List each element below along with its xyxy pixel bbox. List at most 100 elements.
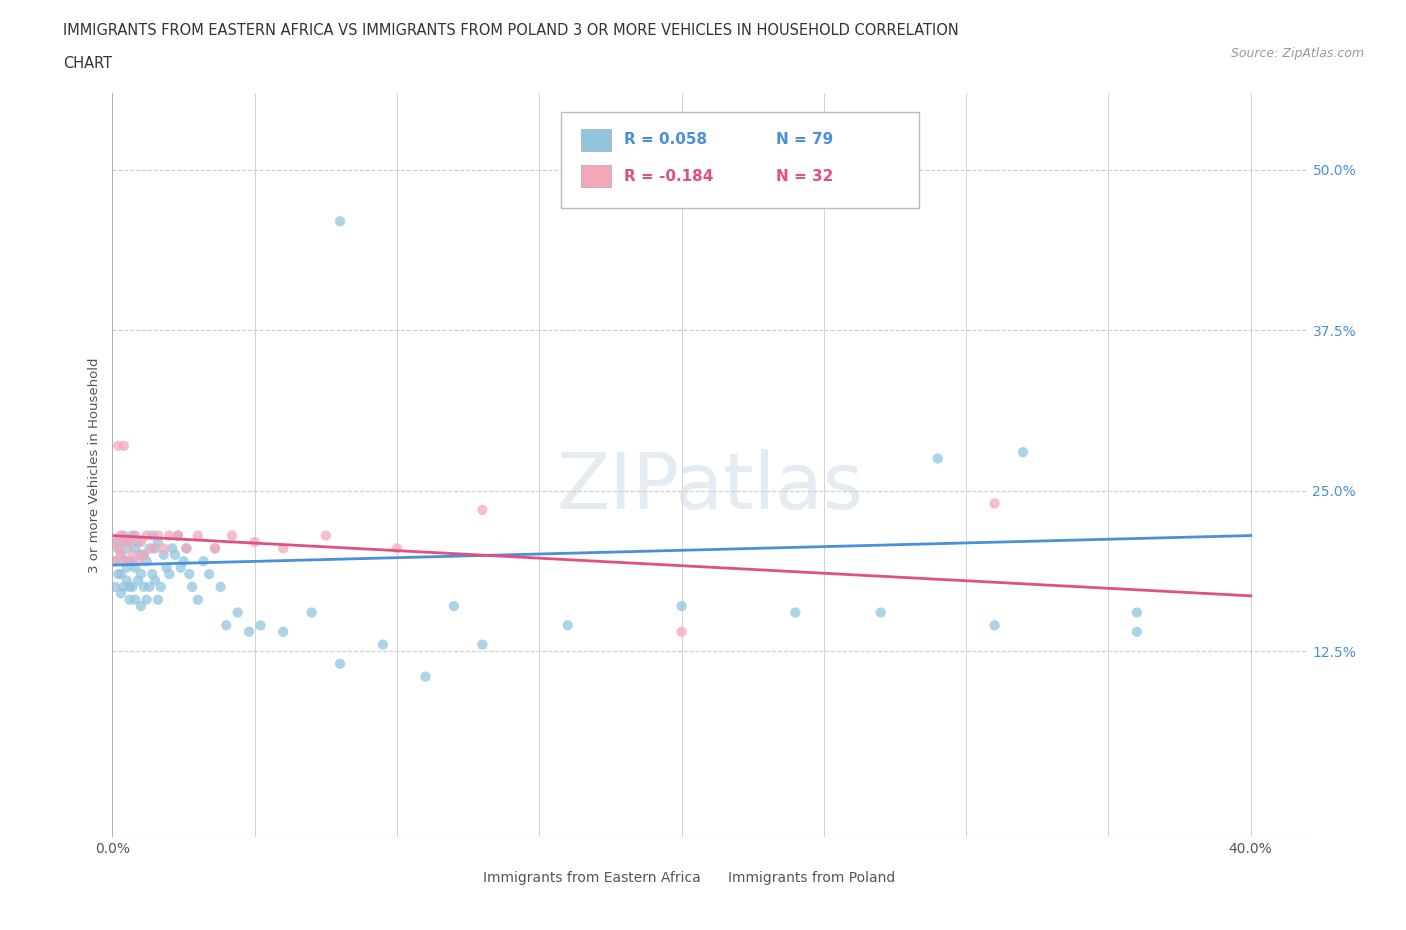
- FancyBboxPatch shape: [581, 166, 610, 188]
- Point: [129, 599, 152, 614]
- Point: [187, 528, 209, 543]
- Point: [121, 548, 143, 563]
- Text: R = 0.058: R = 0.058: [624, 132, 707, 147]
- Point: [271, 624, 294, 639]
- Point: [143, 573, 166, 588]
- Point: [110, 566, 132, 581]
- Point: [124, 592, 146, 607]
- Point: [135, 528, 157, 543]
- Point: [112, 528, 135, 543]
- Point: [115, 553, 138, 568]
- Point: [983, 496, 1005, 511]
- Point: [167, 528, 190, 543]
- Point: [141, 566, 163, 581]
- FancyBboxPatch shape: [453, 870, 472, 886]
- Point: [146, 535, 169, 550]
- Point: [129, 566, 152, 581]
- Point: [149, 579, 172, 594]
- Point: [215, 618, 238, 632]
- Point: [385, 541, 408, 556]
- Point: [132, 579, 155, 594]
- Text: N = 79: N = 79: [776, 132, 832, 147]
- Point: [127, 553, 149, 568]
- Point: [141, 541, 163, 556]
- Point: [124, 528, 146, 543]
- Point: [124, 560, 146, 575]
- Point: [271, 541, 294, 556]
- Point: [155, 560, 177, 575]
- Point: [135, 592, 157, 607]
- Point: [107, 541, 129, 556]
- Y-axis label: 3 or more Vehicles in Household: 3 or more Vehicles in Household: [87, 357, 101, 573]
- Point: [104, 535, 127, 550]
- Point: [165, 548, 187, 563]
- Point: [329, 214, 352, 229]
- Point: [1126, 624, 1149, 639]
- Point: [138, 541, 160, 556]
- Point: [104, 579, 127, 594]
- Point: [121, 553, 143, 568]
- Point: [371, 637, 394, 652]
- Point: [167, 528, 190, 543]
- Point: [187, 592, 209, 607]
- Point: [104, 553, 127, 568]
- Point: [157, 566, 180, 581]
- Point: [112, 579, 135, 594]
- Point: [671, 624, 693, 639]
- FancyBboxPatch shape: [561, 112, 920, 208]
- Point: [138, 579, 160, 594]
- Point: [127, 535, 149, 550]
- Point: [181, 579, 204, 594]
- Point: [110, 548, 132, 563]
- Point: [415, 670, 437, 684]
- Point: [146, 592, 169, 607]
- Point: [127, 573, 149, 588]
- Point: [121, 528, 143, 543]
- Point: [104, 553, 127, 568]
- Point: [152, 548, 174, 563]
- Point: [132, 548, 155, 563]
- Point: [209, 579, 232, 594]
- Point: [785, 605, 807, 620]
- Point: [121, 579, 143, 594]
- Point: [243, 535, 266, 550]
- FancyBboxPatch shape: [697, 870, 717, 886]
- Point: [129, 548, 152, 563]
- Point: [118, 592, 141, 607]
- Point: [179, 566, 201, 581]
- Point: [869, 605, 891, 620]
- Point: [221, 528, 243, 543]
- Point: [118, 535, 141, 550]
- Point: [107, 541, 129, 556]
- Point: [193, 553, 215, 568]
- Point: [198, 566, 221, 581]
- Point: [329, 657, 352, 671]
- Point: [146, 528, 169, 543]
- Text: Source: ZipAtlas.com: Source: ZipAtlas.com: [1230, 46, 1364, 60]
- Point: [315, 528, 337, 543]
- Text: Immigrants from Poland: Immigrants from Poland: [728, 870, 896, 885]
- Point: [226, 605, 249, 620]
- Text: CHART: CHART: [63, 56, 112, 71]
- Point: [1126, 605, 1149, 620]
- Point: [557, 618, 579, 632]
- Point: [115, 535, 138, 550]
- FancyBboxPatch shape: [581, 128, 610, 151]
- Point: [107, 535, 129, 550]
- Point: [107, 438, 129, 453]
- Point: [115, 573, 138, 588]
- Text: ZIPatlas: ZIPatlas: [557, 449, 863, 525]
- Point: [110, 548, 132, 563]
- Point: [671, 599, 693, 614]
- Point: [249, 618, 271, 632]
- Point: [173, 553, 195, 568]
- Point: [143, 541, 166, 556]
- Point: [204, 541, 226, 556]
- Point: [107, 566, 129, 581]
- Text: IMMIGRANTS FROM EASTERN AFRICA VS IMMIGRANTS FROM POLAND 3 OR MORE VEHICLES IN H: IMMIGRANTS FROM EASTERN AFRICA VS IMMIGR…: [63, 23, 959, 38]
- Point: [927, 451, 949, 466]
- Point: [135, 553, 157, 568]
- Point: [238, 624, 260, 639]
- Point: [471, 637, 494, 652]
- Point: [115, 560, 138, 575]
